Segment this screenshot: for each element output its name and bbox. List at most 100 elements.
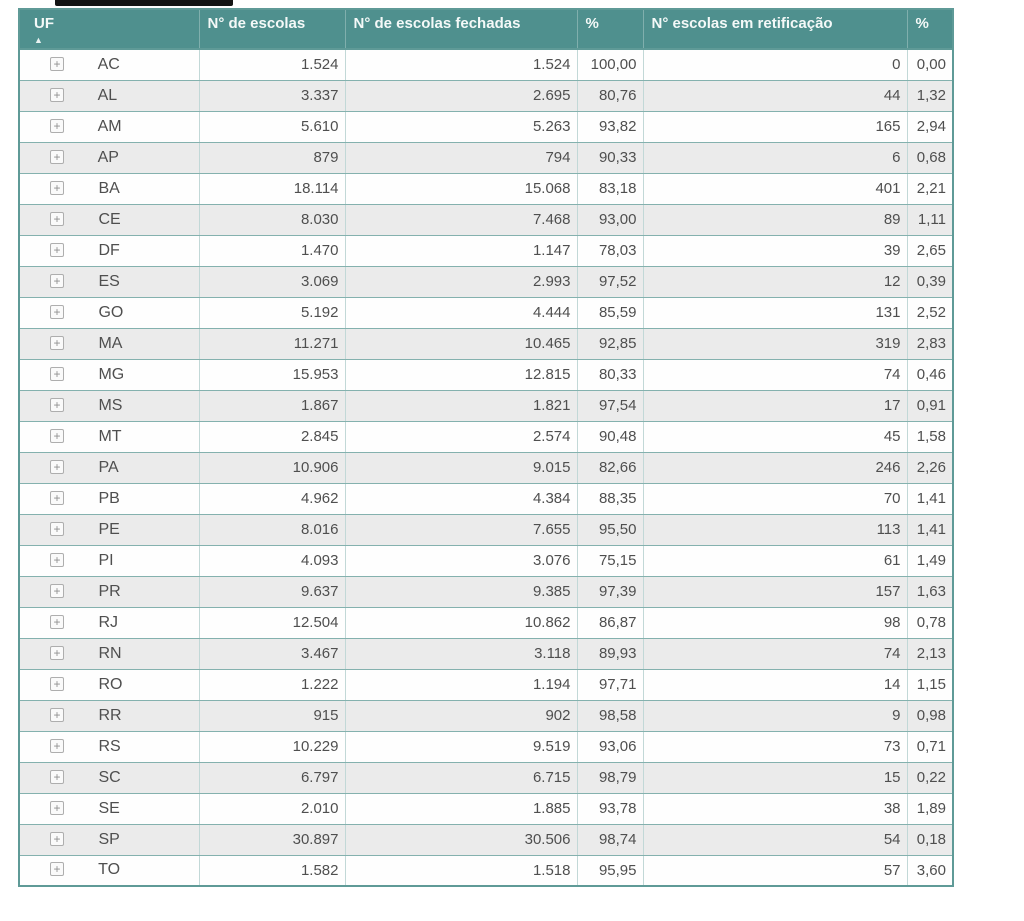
uf-label: AC [97, 55, 120, 73]
uf-cell: + PR [19, 576, 199, 608]
expand-row-icon[interactable]: + [50, 862, 64, 877]
pct-fechadas-cell: 75,15 [576, 545, 643, 577]
escolas-cell: 3.337 [198, 80, 345, 112]
uf-cell: + RJ [19, 607, 199, 639]
expand-row-icon[interactable]: + [50, 304, 64, 319]
table-row: + AM 5.610 5.263 93,82 165 2,94 [19, 111, 953, 143]
expand-row-icon[interactable]: + [50, 800, 64, 815]
data-table: UF ▲ N° de escolas N° de escolas fechada… [18, 8, 954, 887]
column-header-escolas[interactable]: N° de escolas [198, 9, 345, 50]
pct-fechadas-cell: 83,18 [576, 173, 643, 205]
expand-row-icon[interactable]: + [50, 614, 64, 629]
table-row: + PI 4.093 3.076 75,15 61 1,49 [19, 545, 953, 577]
uf-cell: + RN [19, 638, 199, 670]
retificacao-cell: 15 [642, 762, 907, 794]
expand-row-icon[interactable]: + [50, 583, 64, 598]
table-row: + RJ 12.504 10.862 86,87 98 0,78 [19, 607, 953, 639]
expand-row-icon[interactable]: + [50, 56, 64, 71]
uf-label: RN [98, 644, 122, 662]
expand-row-icon[interactable]: + [50, 335, 64, 350]
retificacao-cell: 401 [642, 173, 907, 205]
pct-fechadas-cell: 80,33 [576, 359, 643, 391]
pct-fechadas-cell: 88,35 [576, 483, 643, 515]
sort-ascending-icon[interactable]: ▲ [34, 35, 43, 45]
pct-retificacao-cell: 0,00 [906, 49, 953, 81]
fechadas-cell: 12.815 [344, 359, 577, 391]
escolas-cell: 10.229 [198, 731, 345, 763]
expand-row-icon[interactable]: + [50, 273, 64, 288]
column-header-retificacao[interactable]: N° escolas em retificação [642, 9, 907, 50]
pct-fechadas-cell: 90,48 [576, 421, 643, 453]
column-header-uf[interactable]: UF ▲ [19, 9, 199, 50]
pct-fechadas-cell: 98,79 [576, 762, 643, 794]
retificacao-cell: 44 [642, 80, 907, 112]
escolas-cell: 11.271 [198, 328, 345, 360]
retificacao-cell: 157 [642, 576, 907, 608]
expand-row-icon[interactable]: + [50, 521, 64, 536]
column-header-pct-fechadas[interactable]: % [576, 9, 643, 50]
uf-cell: + RR [19, 700, 199, 732]
expand-row-icon[interactable]: + [50, 707, 64, 722]
escolas-cell: 30.897 [198, 824, 345, 856]
escolas-cell: 1.582 [198, 855, 345, 887]
expand-row-icon[interactable]: + [50, 87, 64, 102]
pct-fechadas-cell: 93,06 [576, 731, 643, 763]
retificacao-cell: 73 [642, 731, 907, 763]
expand-row-icon[interactable]: + [50, 428, 64, 443]
pct-fechadas-cell: 89,93 [576, 638, 643, 670]
escolas-cell: 6.797 [198, 762, 345, 794]
uf-cell: + SE [19, 793, 199, 825]
expand-row-icon[interactable]: + [50, 366, 64, 381]
expand-row-icon[interactable]: + [50, 180, 64, 195]
fechadas-cell: 4.384 [344, 483, 577, 515]
pct-retificacao-cell: 0,91 [906, 390, 953, 422]
expand-row-icon[interactable]: + [50, 211, 64, 226]
fechadas-cell: 5.263 [344, 111, 577, 143]
fechadas-cell: 794 [344, 142, 577, 174]
retificacao-cell: 12 [642, 266, 907, 298]
expand-row-icon[interactable]: + [50, 769, 64, 784]
pct-fechadas-cell: 80,76 [576, 80, 643, 112]
table-row: + PB 4.962 4.384 88,35 70 1,41 [19, 483, 953, 515]
uf-label: RR [98, 706, 122, 724]
expand-row-icon[interactable]: + [50, 552, 64, 567]
pct-retificacao-cell: 0,22 [906, 762, 953, 794]
fechadas-cell: 30.506 [344, 824, 577, 856]
escolas-cell: 879 [198, 142, 345, 174]
column-header-escolas-label: N° de escolas [207, 15, 306, 32]
expand-row-icon[interactable]: + [50, 149, 64, 164]
uf-label: CE [98, 210, 121, 228]
expand-row-icon[interactable]: + [50, 645, 64, 660]
pct-fechadas-cell: 95,50 [576, 514, 643, 546]
table-row: + SE 2.010 1.885 93,78 38 1,89 [19, 793, 953, 825]
expand-row-icon[interactable]: + [50, 738, 64, 753]
expand-row-icon[interactable]: + [50, 490, 64, 505]
pct-retificacao-cell: 0,71 [906, 731, 953, 763]
pct-retificacao-cell: 0,78 [906, 607, 953, 639]
uf-label: ES [98, 272, 120, 290]
expand-row-icon[interactable]: + [50, 676, 64, 691]
column-header-pct-retificacao[interactable]: % [906, 9, 953, 50]
fechadas-cell: 1.194 [344, 669, 577, 701]
table-row: + GO 5.192 4.444 85,59 131 2,52 [19, 297, 953, 329]
uf-label: MS [98, 396, 123, 414]
escolas-cell: 5.192 [198, 297, 345, 329]
pct-fechadas-cell: 82,66 [576, 452, 643, 484]
table-row: + MG 15.953 12.815 80,33 74 0,46 [19, 359, 953, 391]
column-header-fechadas[interactable]: N° de escolas fechadas [344, 9, 577, 50]
expand-row-icon[interactable]: + [50, 459, 64, 474]
expand-row-icon[interactable]: + [50, 397, 64, 412]
escolas-cell: 15.953 [198, 359, 345, 391]
escolas-cell: 8.016 [198, 514, 345, 546]
uf-label: AP [97, 148, 119, 166]
expand-row-icon[interactable]: + [50, 242, 64, 257]
expand-row-icon[interactable]: + [50, 118, 64, 133]
pct-retificacao-cell: 0,98 [906, 700, 953, 732]
expand-row-icon[interactable]: + [50, 831, 64, 846]
cropped-top-element [55, 0, 233, 6]
uf-label: RO [98, 675, 123, 693]
uf-label: TO [98, 861, 121, 879]
fechadas-cell: 7.655 [344, 514, 577, 546]
retificacao-cell: 246 [642, 452, 907, 484]
uf-label: MA [98, 334, 123, 352]
